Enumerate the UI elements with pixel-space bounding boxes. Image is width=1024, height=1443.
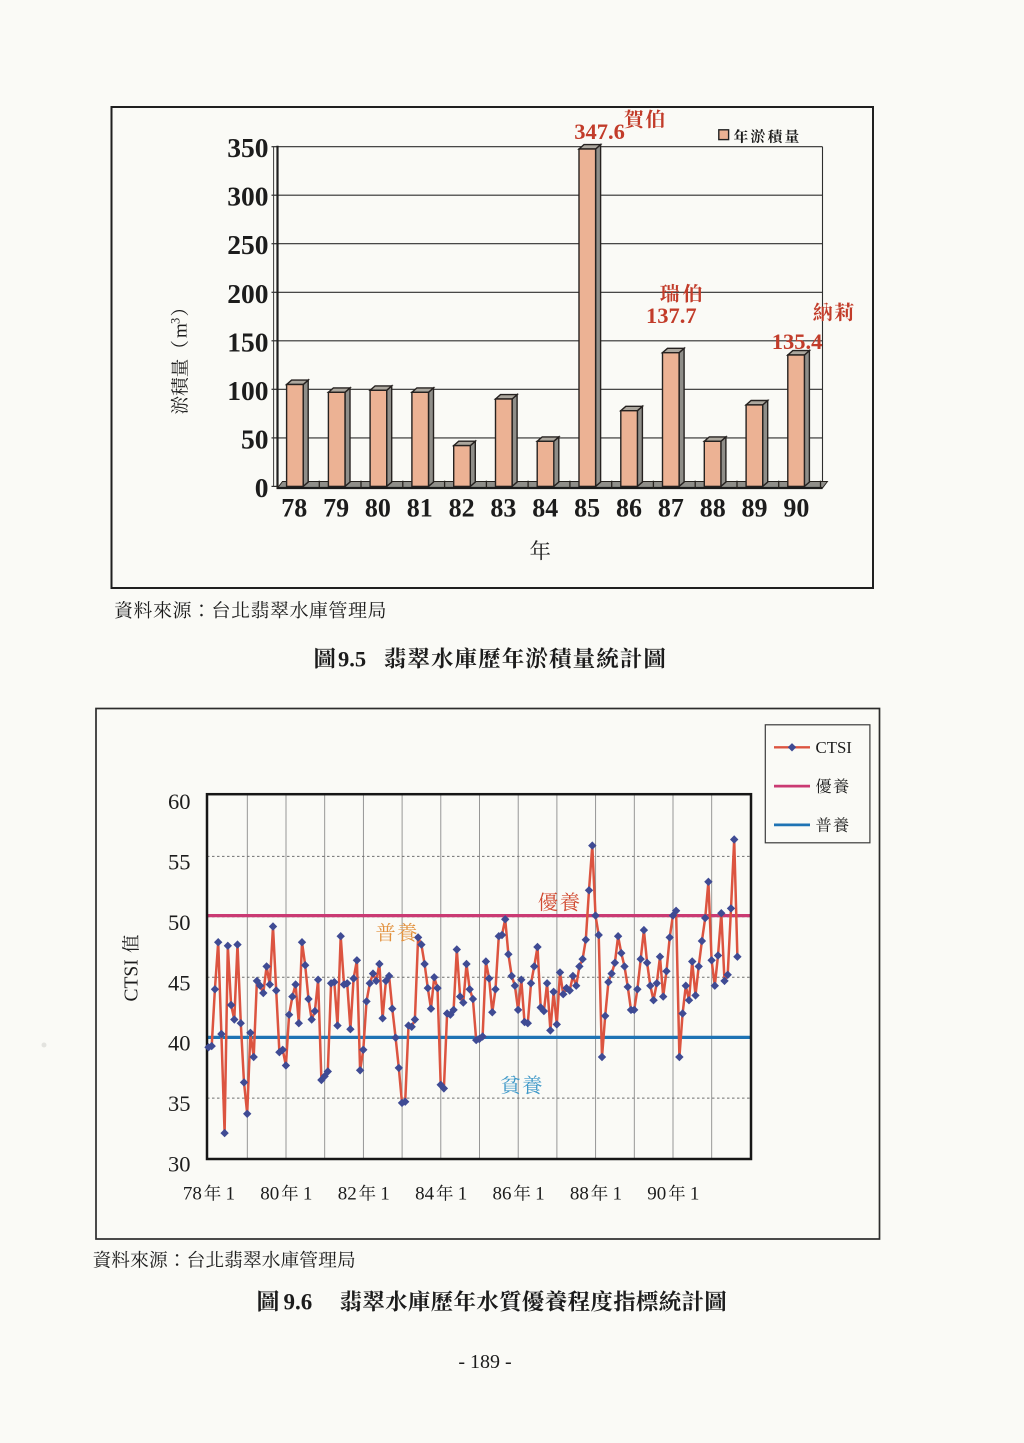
svg-text:84: 84 [532,494,558,523]
svg-text:3: 3 [169,318,183,324]
svg-text:88: 88 [700,494,726,523]
svg-text:86: 86 [616,494,642,523]
svg-text:87: 87 [658,494,684,523]
svg-text:90: 90 [783,494,809,523]
svg-text:60: 60 [168,789,191,814]
svg-text:78: 78 [183,1184,202,1205]
svg-text:9.6: 9.6 [284,1290,313,1315]
svg-text:0: 0 [255,472,269,503]
svg-text:1: 1 [226,1184,236,1205]
svg-text:CTSI: CTSI [122,959,143,1001]
svg-text:82: 82 [449,494,475,523]
svg-text:350: 350 [227,132,268,163]
svg-text:30: 30 [168,1152,191,1177]
svg-text:82: 82 [338,1184,357,1205]
svg-text:83: 83 [490,494,516,523]
svg-text:50: 50 [168,910,191,935]
svg-text:88: 88 [570,1184,589,1205]
svg-text:300: 300 [227,181,268,212]
svg-text:100: 100 [227,375,268,406]
svg-text:250: 250 [227,229,268,260]
svg-text:86: 86 [493,1184,512,1205]
svg-text:80: 80 [260,1184,279,1205]
svg-text:200: 200 [227,278,268,309]
svg-text:150: 150 [227,326,268,357]
svg-text:1: 1 [458,1184,468,1205]
svg-text:40: 40 [168,1031,191,1056]
svg-text:55: 55 [168,849,191,874]
svg-text:50: 50 [241,423,269,454]
svg-text:137.7: 137.7 [646,303,697,328]
svg-text:347.6: 347.6 [574,119,625,144]
svg-text:78: 78 [281,494,307,523]
svg-text:- 189 -: - 189 - [458,1351,511,1373]
svg-text:1: 1 [380,1184,390,1205]
svg-text:1: 1 [613,1184,623,1205]
svg-text:85: 85 [574,494,600,523]
svg-text:9.5: 9.5 [338,647,366,672]
svg-text:45: 45 [168,970,191,995]
svg-text:90: 90 [647,1184,666,1205]
svg-text:84: 84 [415,1184,435,1205]
svg-text:79: 79 [323,494,349,523]
svg-text:CTSI: CTSI [816,738,852,757]
svg-text:89: 89 [742,494,768,523]
svg-text:81: 81 [407,494,433,523]
svg-text:80: 80 [365,494,391,523]
svg-text:1: 1 [690,1184,700,1205]
svg-text:m: m [171,323,192,338]
svg-text:35: 35 [168,1091,191,1116]
svg-text:135.4: 135.4 [772,329,823,354]
svg-text:1: 1 [535,1184,545,1205]
svg-text:1: 1 [303,1184,313,1205]
